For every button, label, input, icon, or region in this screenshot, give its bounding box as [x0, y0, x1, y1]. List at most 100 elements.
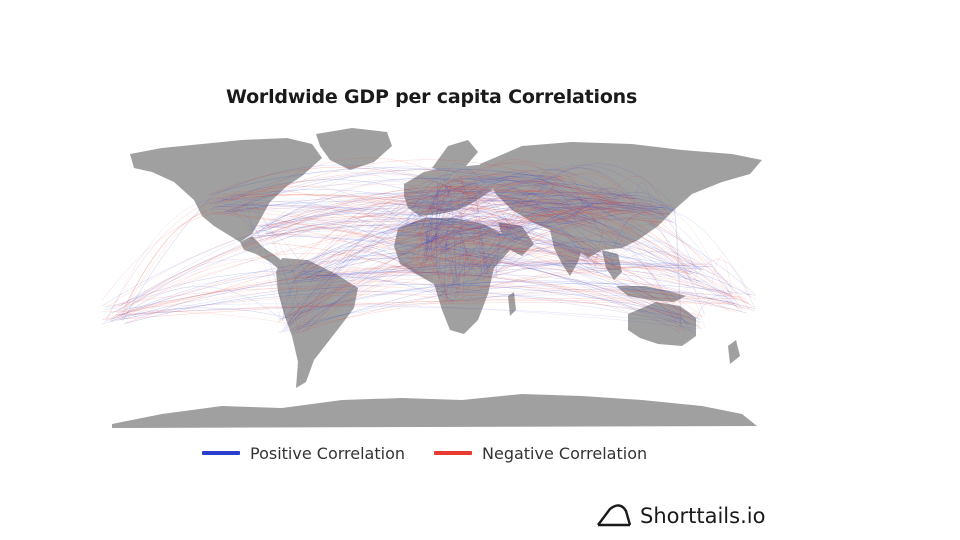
correlation-arc — [425, 206, 669, 244]
correlation-arc — [287, 230, 527, 326]
correlation-arc — [493, 207, 571, 278]
legend-negative: Negative Correlation — [434, 442, 647, 464]
correlation-arc — [211, 206, 463, 292]
correlation-arc — [120, 269, 294, 319]
correlation-arc — [103, 293, 701, 321]
chart-title: Worldwide GDP per capita Correlations — [226, 86, 638, 108]
correlation-arc — [306, 256, 738, 313]
shark-fin-logo-icon — [596, 501, 632, 531]
correlation-arc — [102, 186, 484, 321]
correlation-arc — [308, 254, 416, 273]
correlation-arc — [406, 219, 448, 299]
correlation-arc — [259, 200, 625, 228]
correlation-arc — [477, 177, 557, 281]
correlation-arc — [118, 205, 436, 311]
land-indonesia — [616, 286, 686, 302]
correlation-arc — [478, 264, 706, 283]
correlation-arc — [283, 212, 671, 326]
correlation-arc — [423, 203, 591, 235]
correlation-arc — [443, 176, 561, 189]
correlation-arc — [314, 178, 440, 280]
correlation-arc — [436, 238, 448, 293]
correlation-arc — [290, 208, 583, 330]
correlation-arc — [538, 175, 616, 271]
correlation-arc — [443, 204, 451, 294]
correlation-arc — [124, 284, 680, 324]
correlation-arc — [426, 255, 448, 300]
correlation-arc — [209, 194, 535, 236]
correlation-arc — [464, 288, 730, 302]
correlation-arc — [460, 176, 594, 212]
correlation-arc — [110, 185, 474, 323]
correlation-arc — [390, 201, 444, 254]
correlation-arc — [308, 237, 596, 273]
correlation-arc — [416, 202, 568, 234]
correlation-arc — [254, 226, 750, 305]
correlation-arc — [442, 207, 632, 291]
correlation-arc — [308, 251, 446, 300]
correlation-arc — [302, 175, 442, 333]
correlation-arc — [266, 216, 518, 243]
correlation-arc — [125, 211, 209, 307]
correlation-arc — [282, 235, 442, 332]
land-europe — [404, 164, 502, 216]
correlation-arc — [122, 265, 412, 313]
correlation-arc — [426, 203, 588, 251]
correlation-arc — [466, 192, 728, 296]
correlation-arc — [567, 194, 677, 219]
correlation-arc — [431, 207, 613, 260]
brand-name: Shorttails.io — [640, 504, 766, 528]
correlation-arc — [120, 259, 294, 316]
correlation-arc — [472, 192, 482, 274]
land-australia — [628, 302, 696, 346]
correlation-arc — [468, 190, 486, 274]
correlation-arc — [485, 191, 569, 214]
correlation-arc — [104, 258, 490, 322]
correlation-arc — [461, 172, 563, 192]
correlation-arc — [443, 229, 471, 269]
legend-negative-label: Negative Correlation — [482, 443, 648, 463]
correlation-arc — [102, 280, 462, 320]
correlation-arc — [649, 223, 705, 315]
correlation-arc — [257, 213, 587, 229]
correlation-arc — [233, 191, 651, 212]
land-arabia — [498, 222, 534, 256]
legend-positive-swatch — [202, 451, 240, 455]
correlation-arc — [491, 199, 613, 279]
correlation-arc — [216, 208, 748, 300]
correlation-arc — [292, 263, 712, 282]
correlation-arc — [303, 225, 391, 323]
correlation-arc — [539, 167, 635, 202]
world-map — [102, 124, 762, 430]
correlation-arc — [230, 191, 254, 236]
legend-positive: Positive Correlation — [202, 442, 405, 464]
correlation-arc — [475, 259, 608, 276]
correlation-arc — [314, 197, 610, 281]
correlation-arc — [587, 217, 738, 295]
correlation-arc — [491, 240, 593, 272]
correlation-arc — [308, 253, 476, 278]
correlation-arc — [313, 223, 511, 269]
correlation-arc — [456, 206, 678, 322]
correlation-arc — [444, 184, 480, 304]
correlation-arc — [306, 202, 658, 279]
correlation-arc — [410, 180, 464, 265]
correlation-arc — [434, 192, 470, 241]
correlation-arc — [120, 286, 284, 321]
correlation-arc — [463, 289, 731, 303]
correlation-arc — [297, 215, 587, 271]
correlation-arc — [394, 229, 700, 319]
correlation-arc — [538, 167, 636, 207]
correlation-arc — [445, 247, 709, 301]
correlation-arc — [271, 213, 393, 245]
correlation-arc — [411, 201, 513, 235]
correlation-arc — [573, 211, 701, 327]
correlation-arc — [255, 229, 309, 278]
correlation-arc — [436, 218, 658, 237]
correlation-arc — [210, 199, 274, 234]
correlation-arc — [485, 233, 599, 283]
correlation-arc — [453, 178, 741, 310]
correlation-arc — [442, 253, 732, 295]
correlation-arc — [406, 202, 518, 231]
correlation-arc — [269, 227, 425, 251]
